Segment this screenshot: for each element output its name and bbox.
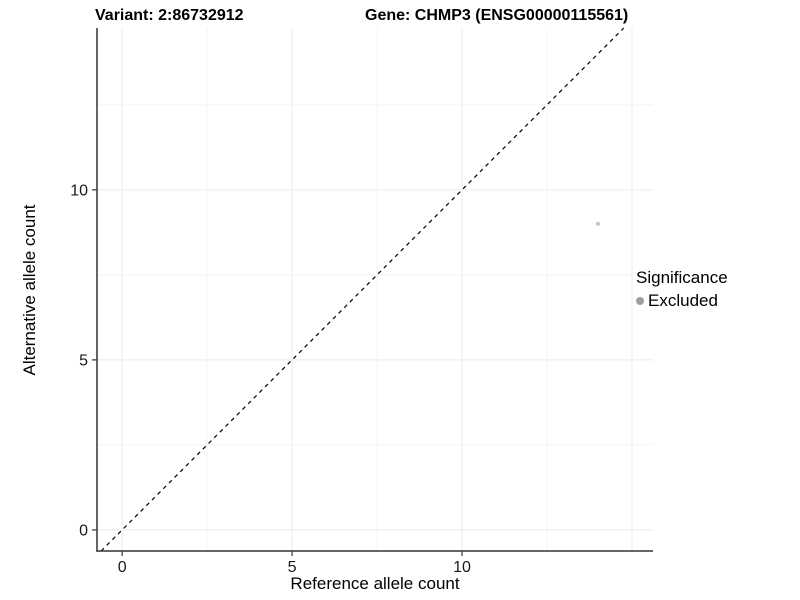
legend-title: Significance [636, 268, 728, 287]
data-point [595, 221, 600, 226]
x-tick-label: 0 [118, 559, 127, 576]
legend-key-point-icon [636, 297, 644, 305]
x-axis-title: Reference allele count [290, 574, 460, 593]
y-tick-label: 0 [79, 522, 88, 539]
x-tick-label: 5 [288, 559, 297, 576]
plot-title-gene: Gene: CHMP3 (ENSG00000115561) [365, 7, 629, 24]
y-tick-label: 5 [79, 352, 88, 369]
x-tick-label: 10 [453, 559, 471, 576]
legend: Significance Excluded [636, 268, 728, 311]
plot-title-variant: Variant: 2:86732912 [95, 7, 244, 24]
identity-line [100, 27, 625, 552]
y-axis-title: Alternative allele count [20, 204, 39, 376]
y-tick-label: 10 [70, 182, 88, 199]
legend-item-excluded: Excluded [636, 291, 728, 311]
legend-item-label: Excluded [648, 291, 718, 310]
